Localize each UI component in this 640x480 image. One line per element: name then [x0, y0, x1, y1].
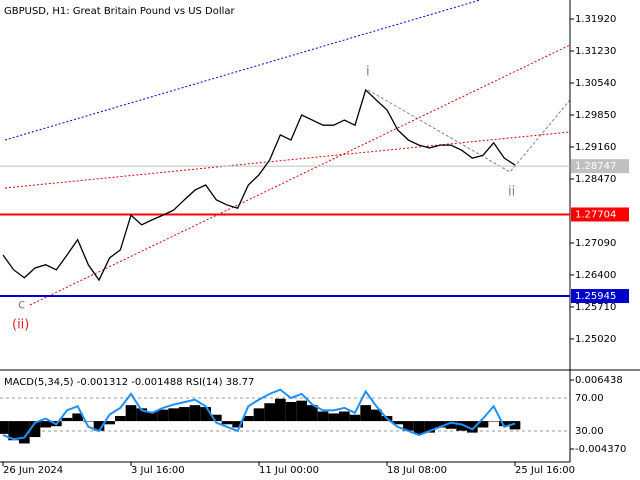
macd-bar: [488, 421, 499, 422]
level-label: 1.28747: [575, 161, 616, 172]
macd-bar: [275, 398, 286, 422]
macd-bar: [221, 421, 233, 425]
trend-lines: [4, 0, 571, 306]
macd-bar: [83, 421, 94, 422]
macd-bar: [509, 421, 521, 430]
macd-bar: [253, 408, 265, 422]
macd-bar: [19, 421, 30, 444]
chart-title: GBPUSD, H1: Great Britain Pound vs US Do…: [4, 6, 236, 17]
macd-bar: [29, 421, 41, 438]
macd-bar: [168, 408, 179, 422]
x-tick-label: 26 Jun 2024: [3, 465, 63, 476]
macd-bar: [477, 421, 489, 428]
x-tick-label: 25 Jul 16:00: [515, 465, 575, 476]
y-tick-label: 1.30540: [575, 78, 616, 89]
wave-label: (ii): [12, 318, 29, 333]
level-label-box: [571, 159, 629, 174]
macd-bar: [456, 421, 467, 431]
trend-line: [29, 44, 571, 306]
macd-bar: [8, 421, 19, 441]
wave-label: c: [18, 298, 25, 313]
macd-bar: [392, 421, 403, 425]
y-tick-label: 1.25020: [575, 334, 616, 345]
macd-bar: [211, 414, 222, 422]
macd-bar: [189, 405, 201, 422]
macd-bar: [339, 411, 350, 422]
macd-bar: [200, 407, 211, 422]
macd-bar: [499, 421, 510, 427]
macd-bar: [360, 405, 371, 422]
macd-bar: [243, 415, 254, 422]
level-label: 1.25945: [575, 291, 616, 302]
macd-bar: [285, 401, 297, 422]
macd-bar: [40, 421, 51, 428]
wave-label: i: [366, 65, 370, 80]
macd-bar: [317, 411, 329, 422]
y-tick-label: 0.006438: [575, 375, 623, 386]
y-tick-label: 1.27090: [575, 238, 616, 249]
y-tick-label: 1.26400: [575, 270, 616, 281]
x-tick-label: 11 Jul 00:00: [259, 465, 319, 476]
x-tick-label: 3 Jul 16:00: [131, 465, 185, 476]
macd-bar: [179, 407, 190, 422]
rsi-line: [2, 388, 516, 441]
macd-bar: [157, 409, 169, 422]
y2-tick-label: 30.00: [575, 426, 604, 437]
macd-bar: [328, 413, 339, 422]
macd-bar: [349, 414, 361, 422]
y-tick-label: 1.31230: [575, 46, 616, 57]
macd-bar: [93, 421, 105, 431]
x-tick-label: 18 Jul 08:00: [387, 465, 447, 476]
macd-bar: [467, 421, 478, 433]
macd-bar: [445, 421, 457, 429]
macd-bar: [147, 411, 158, 422]
y2-tick-label: 70.00: [575, 393, 604, 404]
y-tick-label: 1.31920: [575, 14, 616, 25]
macd-bar: [72, 413, 83, 422]
level-label-box: [571, 207, 629, 222]
macd-bar: [264, 403, 275, 422]
y-tick-label: 1.25710: [575, 302, 616, 313]
macd-bar: [61, 417, 73, 422]
y-tick-label: 1.29850: [575, 110, 616, 121]
macd-bar: [403, 421, 414, 431]
macd-bar: [371, 409, 382, 422]
indicator-title: MACD(5,34,5) -0.001312 -0.001488 RSI(14)…: [4, 377, 254, 388]
macd-bar: [296, 400, 307, 422]
channel-line: [4, 0, 481, 141]
macd-bar: [435, 421, 446, 428]
macd-bar: [115, 415, 126, 422]
macd-bar: [0, 421, 9, 434]
macd-bar: [104, 421, 115, 425]
macd-bar: [424, 421, 435, 433]
wave-projection: [367, 89, 571, 173]
macd-bar: [232, 421, 243, 428]
y-tick-label: 1.28470: [575, 174, 616, 185]
macd-bar: [136, 408, 147, 422]
macd-bar: [307, 405, 318, 422]
channel-line: [4, 131, 571, 189]
level-label: 1.27704: [575, 209, 616, 220]
wave-label: ii: [508, 185, 515, 200]
macd-bar: [413, 421, 425, 434]
y-tick-label: 1.29160: [575, 142, 616, 153]
price-line: [2, 88, 516, 282]
y-tick-label: -0.004370: [575, 444, 626, 455]
level-label-box: [571, 289, 629, 304]
macd-bar: [125, 405, 137, 422]
